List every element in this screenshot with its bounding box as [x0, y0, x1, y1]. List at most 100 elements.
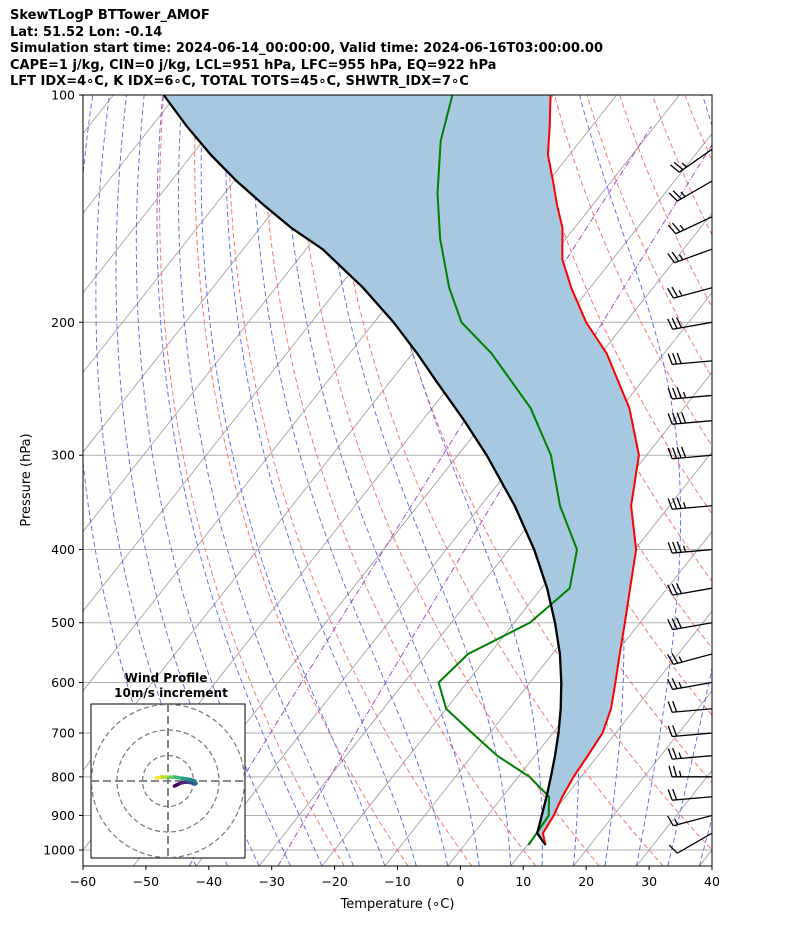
- wind-barb: [667, 582, 712, 596]
- barb-feather: [667, 619, 674, 630]
- dry-adiabat-line: [717, 95, 794, 866]
- barb-feather: [671, 583, 678, 595]
- x-axis-label: Temperature (∘C): [340, 897, 455, 912]
- x-tick-label: −40: [196, 874, 222, 889]
- barb-staff: [673, 287, 712, 299]
- barb-feather: [672, 700, 678, 713]
- y-tick-label: 600: [51, 675, 75, 690]
- barb-feather: [672, 447, 678, 459]
- hodograph-title: Wind Profile: [125, 671, 208, 685]
- barb-feather: [667, 815, 674, 827]
- x-tick-label: −50: [133, 874, 159, 889]
- moist-adiabat-line: [698, 816, 712, 866]
- barb-feather: [676, 541, 682, 553]
- barb-feather: [676, 352, 682, 364]
- barb-feather: [671, 678, 678, 689]
- wind-barbs: [667, 148, 712, 854]
- dry-adiabat-line: [194, 95, 409, 866]
- barb-staff: [674, 248, 712, 264]
- moist-adiabat-line: [156, 95, 323, 866]
- wind-barb: [667, 286, 712, 299]
- y-tick-label: 500: [51, 615, 75, 630]
- barb-feather: [668, 765, 673, 778]
- isotherm-line: [384, 451, 712, 866]
- barb-staff: [672, 681, 712, 691]
- x-tick-label: −10: [384, 874, 410, 889]
- y-tick-label: 900: [51, 808, 75, 823]
- moist-adiabat-line: [318, 95, 512, 866]
- barb-feather: [672, 541, 678, 553]
- isotherm-line: [447, 530, 712, 866]
- barb-staff: [672, 708, 712, 713]
- barb-feather: [676, 387, 682, 399]
- isotherm-line: [573, 690, 712, 866]
- barb-feather: [667, 678, 674, 690]
- hodograph-segment: [154, 775, 161, 780]
- wind-barb: [667, 700, 712, 713]
- moist-adiabat-line: [200, 95, 386, 866]
- barb-feather: [672, 725, 678, 737]
- wind-barb: [667, 317, 712, 330]
- barb-half-feather: [678, 770, 682, 777]
- dry-adiabat-line: [228, 95, 473, 866]
- wind-barb: [667, 814, 712, 827]
- barb-staff: [672, 505, 712, 510]
- x-tick-label: −60: [70, 874, 96, 889]
- barb-feather: [671, 222, 681, 233]
- barb-feather: [668, 192, 678, 202]
- dry-adiabat-line: [325, 95, 664, 866]
- cape-fill: [163, 95, 639, 845]
- barb-feather: [667, 253, 675, 264]
- wind-barb: [667, 387, 712, 400]
- barb-half-feather: [679, 224, 685, 231]
- wind-barb: [667, 497, 712, 510]
- parcel-line: [162, 95, 563, 846]
- wind-barb: [667, 412, 712, 425]
- dry-adiabat-line: [684, 95, 712, 162]
- barb-feather: [681, 412, 687, 424]
- dry-adiabat-line: [750, 95, 794, 866]
- moist-adiabat-line: [251, 95, 449, 866]
- isotherm-line: [83, 95, 240, 294]
- dry-adiabat-line: [293, 95, 600, 866]
- convective-parameters: CAPE=1 j/kg, CIN=0 j/kg, LCL=951 hPa, LF…: [10, 57, 497, 73]
- stability-indices: LFT IDX=4∘C, K IDX=6∘C, TOTAL TOTS=45∘C,…: [10, 74, 469, 89]
- barb-feather: [667, 413, 673, 425]
- wind-barb: [667, 352, 712, 366]
- barb-staff: [672, 587, 712, 596]
- barb-feather: [676, 617, 683, 629]
- barb-half-feather: [682, 391, 687, 398]
- x-tick-label: 0: [456, 874, 464, 889]
- wind-barb: [668, 180, 712, 202]
- dry-adiabat-line: [783, 95, 794, 866]
- barb-feather: [671, 251, 680, 262]
- isotherm-line: [510, 610, 712, 866]
- barb-feather: [671, 618, 678, 630]
- barb-feather: [667, 654, 674, 665]
- barb-staff: [672, 360, 712, 366]
- barb-feather: [667, 725, 673, 737]
- moist-adiabat-line: [178, 95, 354, 866]
- y-tick-label: 800: [51, 769, 75, 784]
- barb-staff: [678, 148, 712, 173]
- wind-barb: [667, 747, 712, 760]
- isotherm-line: [83, 95, 366, 453]
- wind-barb: [668, 765, 712, 778]
- barb-feather: [672, 788, 678, 801]
- barb-feather: [667, 584, 674, 596]
- moist-adiabat-line: [667, 95, 712, 866]
- dry-adiabat-line: [358, 95, 712, 851]
- x-tick-label: 20: [578, 874, 594, 889]
- wind-barb: [667, 678, 712, 691]
- y-tick-label: 400: [51, 542, 75, 557]
- barb-feather: [676, 582, 683, 594]
- simulation-times: Simulation start time: 2024-06-14_00:00:…: [10, 41, 603, 56]
- barb-staff: [673, 814, 712, 827]
- y-tick-label: 200: [51, 315, 75, 330]
- barb-feather: [672, 190, 682, 200]
- barb-staff: [672, 321, 712, 330]
- barb-staff: [672, 454, 712, 460]
- wind-barb: [667, 216, 712, 235]
- barb-feather: [671, 286, 679, 298]
